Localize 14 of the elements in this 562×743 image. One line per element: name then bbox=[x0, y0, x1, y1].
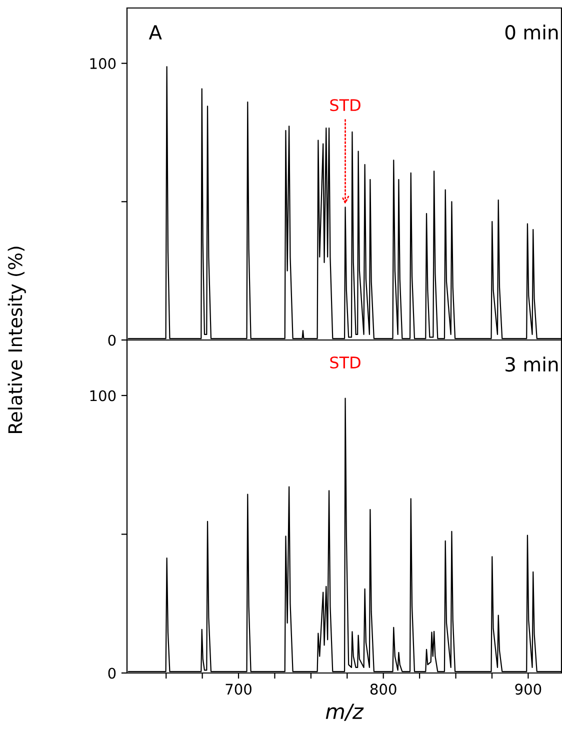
y-tick-label: 0 bbox=[108, 668, 116, 679]
annotation: STD bbox=[330, 99, 360, 112]
y-axis-title: Relative Intesity (%) bbox=[8, 246, 26, 434]
annotation: 0 min bbox=[505, 24, 558, 40]
annotation: A bbox=[148, 25, 162, 40]
y-tick-label: 100 bbox=[90, 58, 116, 70]
x-axis-title: m/z bbox=[326, 704, 364, 721]
y-tick-label: 100 bbox=[90, 390, 116, 402]
x-tick-label: 700 bbox=[226, 684, 252, 695]
annotation: STD bbox=[330, 356, 360, 369]
x-tick-label: 800 bbox=[370, 684, 396, 695]
x-tick-label: 900 bbox=[515, 684, 542, 695]
y-tick-label: 0 bbox=[108, 334, 116, 346]
annotation: 3 min bbox=[506, 356, 558, 372]
